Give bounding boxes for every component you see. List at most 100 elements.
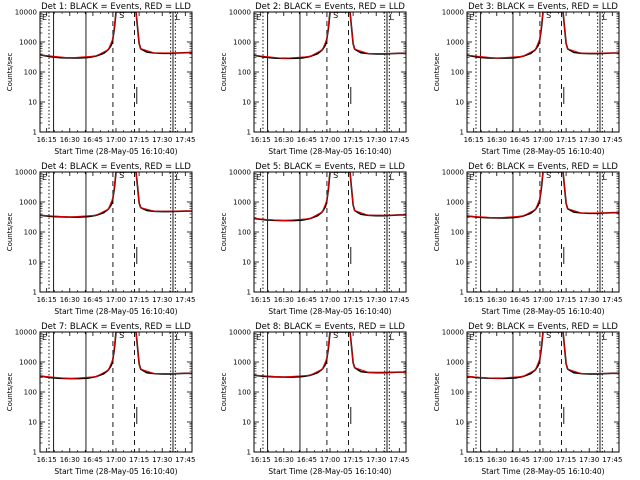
- y-tick-label: 1: [460, 129, 464, 137]
- x-tick-label: 17:45: [389, 136, 409, 144]
- y-tick-label: 10000: [229, 9, 251, 17]
- x-tick-label: 17:30: [366, 456, 386, 464]
- x-tick-label: 16:15: [251, 136, 271, 144]
- x-tick-label: 17:00: [320, 136, 340, 144]
- x-axis-label: Start Time (28-May-05 16:10:40): [54, 307, 177, 316]
- lld-series-line: [254, 332, 406, 378]
- events-series-line: [467, 12, 619, 59]
- x-tick-label: 17:00: [106, 136, 126, 144]
- y-axis-label: Counts/sec: [6, 53, 14, 92]
- x-tick-label: 17:00: [533, 456, 553, 464]
- marker-label: L: [603, 173, 608, 182]
- y-axis-label: Counts/sec: [220, 53, 228, 92]
- x-tick-label: 16:30: [60, 296, 80, 304]
- x-tick-label: 17:15: [556, 136, 576, 144]
- detector-panel-6: Det 6: BLACK = Events, RED = LLD Counts/s…: [433, 162, 622, 316]
- x-axis-label: Start Time (28-May-05 16:10:40): [268, 307, 391, 316]
- x-tick-label: 17:15: [129, 456, 149, 464]
- y-tick-label: 10: [242, 419, 251, 427]
- x-tick-label: 16:15: [464, 296, 484, 304]
- x-tick-label: 17:45: [602, 136, 622, 144]
- y-tick-label: 1: [247, 129, 251, 137]
- x-tick-label: 17:00: [533, 136, 553, 144]
- x-tick-label: 16:30: [274, 296, 294, 304]
- panel-title: Det 7: BLACK = Events, RED = LLD: [41, 322, 191, 332]
- marker-label: E: [469, 333, 474, 342]
- y-tick-label: 100: [24, 389, 37, 397]
- y-tick-label: 10000: [229, 329, 251, 337]
- x-tick-label: 17:45: [175, 136, 195, 144]
- x-tick-label: 17:30: [152, 456, 172, 464]
- x-tick-label: 17:30: [579, 136, 599, 144]
- detector-panel-4: Det 4: BLACK = Events, RED = LLD Counts/s…: [6, 162, 195, 316]
- y-tick-label: 1000: [19, 359, 37, 367]
- y-tick-label: 10: [455, 419, 464, 427]
- marker-label: E: [469, 13, 474, 22]
- marker-label: S: [119, 11, 124, 20]
- detector-panel-3: Det 3: BLACK = Events, RED = LLD Counts/s…: [433, 2, 622, 156]
- x-tick-label: 16:15: [464, 136, 484, 144]
- x-tick-label: 17:30: [579, 456, 599, 464]
- x-tick-label: 16:45: [510, 456, 530, 464]
- plot-frame: [39, 171, 193, 293]
- x-tick-label: 17:15: [343, 296, 363, 304]
- marker-label: L: [390, 173, 395, 182]
- x-tick-label: 16:15: [37, 136, 57, 144]
- y-axis-label: Counts/sec: [433, 213, 441, 252]
- x-tick-label: 17:45: [175, 456, 195, 464]
- y-axis-label: Counts/sec: [433, 373, 441, 412]
- x-tick-label: 16:15: [37, 296, 57, 304]
- lld-series-line: [467, 12, 619, 59]
- x-tick-label: 16:45: [83, 136, 103, 144]
- y-tick-label: 1: [460, 449, 464, 457]
- events-series-line: [254, 12, 406, 60]
- y-tick-label: 10000: [442, 329, 464, 337]
- panel-title: Det 8: BLACK = Events, RED = LLD: [255, 322, 405, 332]
- lld-series-line: [254, 12, 406, 59]
- marker-label: S: [119, 171, 124, 180]
- y-tick-label: 1000: [233, 39, 251, 47]
- marker-label: S: [119, 331, 124, 340]
- marker-label: E: [42, 173, 47, 182]
- x-tick-label: 16:45: [83, 296, 103, 304]
- x-tick-label: 16:30: [487, 456, 507, 464]
- x-tick-label: 16:45: [297, 296, 317, 304]
- events-series-line: [467, 172, 619, 219]
- events-series-line: [254, 172, 406, 222]
- y-tick-label: 1000: [233, 199, 251, 207]
- plot-frame: [466, 331, 620, 453]
- lld-series-line: [467, 172, 619, 219]
- y-tick-label: 10000: [15, 329, 37, 337]
- y-tick-label: 100: [451, 69, 464, 77]
- y-tick-label: 1: [247, 289, 251, 297]
- panel-title: Det 2: BLACK = Events, RED = LLD: [255, 2, 405, 12]
- y-tick-label: 1000: [446, 199, 464, 207]
- plot-frame: [466, 171, 620, 293]
- marker-label: L: [176, 173, 181, 182]
- y-axis-label: Counts/sec: [220, 213, 228, 252]
- x-tick-label: 16:30: [60, 136, 80, 144]
- y-tick-label: 10000: [442, 169, 464, 177]
- marker-label: S: [546, 171, 551, 180]
- y-axis-label: Counts/sec: [433, 53, 441, 92]
- x-tick-label: 17:45: [602, 296, 622, 304]
- y-tick-label: 1: [247, 449, 251, 457]
- x-tick-label: 17:30: [152, 136, 172, 144]
- y-axis-label: Counts/sec: [6, 373, 14, 412]
- panel-title: Det 1: BLACK = Events, RED = LLD: [41, 2, 191, 12]
- x-tick-label: 17:00: [320, 296, 340, 304]
- marker-label: L: [390, 13, 395, 22]
- plot-frame: [253, 11, 407, 133]
- detector-panel-7: Det 7: BLACK = Events, RED = LLD Counts/s…: [6, 322, 195, 476]
- x-axis-label: Start Time (28-May-05 16:10:40): [481, 147, 604, 156]
- plot-frame: [39, 11, 193, 133]
- x-tick-label: 17:15: [129, 136, 149, 144]
- marker-label: S: [333, 11, 338, 20]
- marker-label: E: [256, 13, 261, 22]
- y-tick-label: 10: [455, 99, 464, 107]
- y-tick-label: 100: [238, 389, 251, 397]
- marker-label: L: [390, 333, 395, 342]
- x-tick-label: 16:45: [510, 296, 530, 304]
- y-tick-label: 10: [455, 259, 464, 267]
